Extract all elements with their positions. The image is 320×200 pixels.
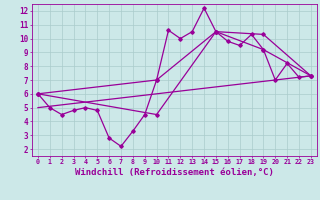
X-axis label: Windchill (Refroidissement éolien,°C): Windchill (Refroidissement éolien,°C) (75, 168, 274, 177)
